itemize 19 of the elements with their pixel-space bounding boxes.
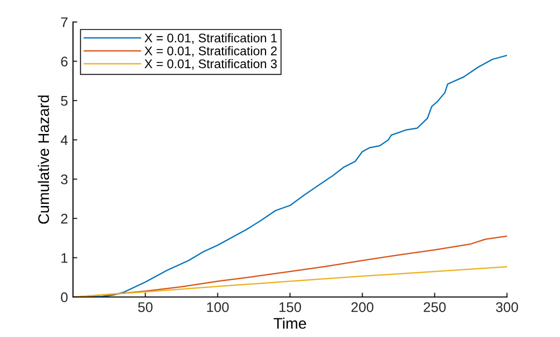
x-tick-label: 150 (279, 302, 302, 312)
y-tick-label: 7 (61, 17, 68, 28)
x-tick-label: 100 (207, 302, 229, 312)
y-tick-label: 2 (61, 214, 68, 224)
y-tick-label: 4 (60, 135, 68, 145)
y-tick-label: 5 (60, 96, 68, 106)
x-tick-label: 250 (424, 302, 446, 312)
y-axis-title: Cumulative Hazard (38, 96, 50, 224)
y-tick-label: 3 (60, 174, 68, 184)
x-tick-label: 200 (351, 302, 374, 312)
legend-label: X = 0.01, Stratification 2 (144, 46, 277, 57)
y-tick-label: 0 (60, 292, 68, 302)
y-tick-label: 1 (61, 253, 68, 263)
x-tick-label: 300 (496, 302, 518, 312)
x-tick-label: 50 (138, 302, 153, 312)
x-axis-title: Time (274, 318, 306, 329)
y-tick-label: 6 (61, 56, 68, 66)
legend-label: X = 0.01, Stratification 1 (144, 33, 277, 44)
legend-label: X = 0.01, Stratification 3 (144, 59, 277, 70)
